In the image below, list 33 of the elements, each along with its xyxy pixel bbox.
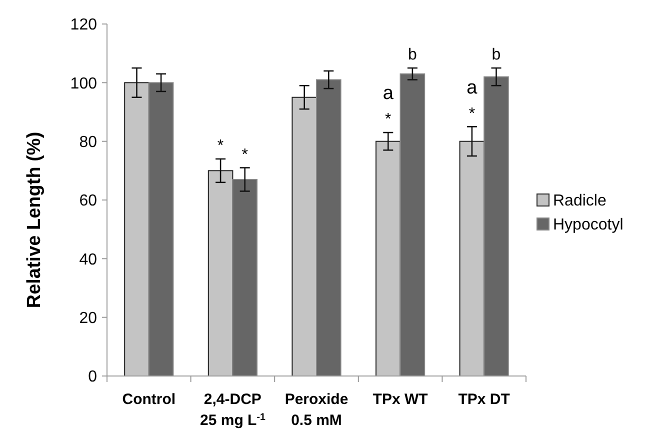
annotation: * — [242, 146, 248, 164]
y-tick-label: 0 — [88, 368, 98, 386]
bar — [208, 170, 234, 376]
bar — [459, 140, 485, 376]
annotation: b — [408, 46, 417, 64]
x-tick-label: Control — [122, 391, 176, 408]
annotation: * — [217, 138, 224, 155]
annotation: a — [382, 83, 394, 104]
bar — [124, 82, 150, 376]
bar — [232, 178, 258, 376]
y-tick-label: 60 — [79, 192, 98, 210]
bar — [484, 76, 509, 376]
y-tick-label: 40 — [79, 251, 98, 268]
bar — [376, 140, 401, 376]
y-axis-title: Relative Length (%) — [24, 132, 45, 308]
x-tick-label: TPx DT — [458, 391, 510, 408]
annotation: b — [492, 46, 501, 64]
y-tick-label: 20 — [79, 310, 98, 327]
x-tick-label: Peroxide 0.5 mM — [284, 391, 348, 429]
bar — [292, 96, 317, 376]
x-tick-label: TPx WT — [372, 391, 428, 408]
bar — [316, 79, 342, 376]
bar — [148, 82, 174, 376]
y-tick-label: 100 — [70, 75, 98, 92]
y-tick-label: 120 — [70, 16, 98, 34]
annotation: * — [385, 111, 392, 128]
annotation: a — [466, 77, 478, 98]
bar — [400, 73, 426, 376]
legend-label: Hypocotyl — [553, 216, 624, 234]
x-tick-label: 2,4-DCP 25 mg L$^{-1}$ — [200, 391, 266, 429]
annotation: * — [468, 105, 476, 122]
legend-label: Radicle — [553, 192, 606, 210]
y-tick-label: 80 — [79, 134, 98, 151]
